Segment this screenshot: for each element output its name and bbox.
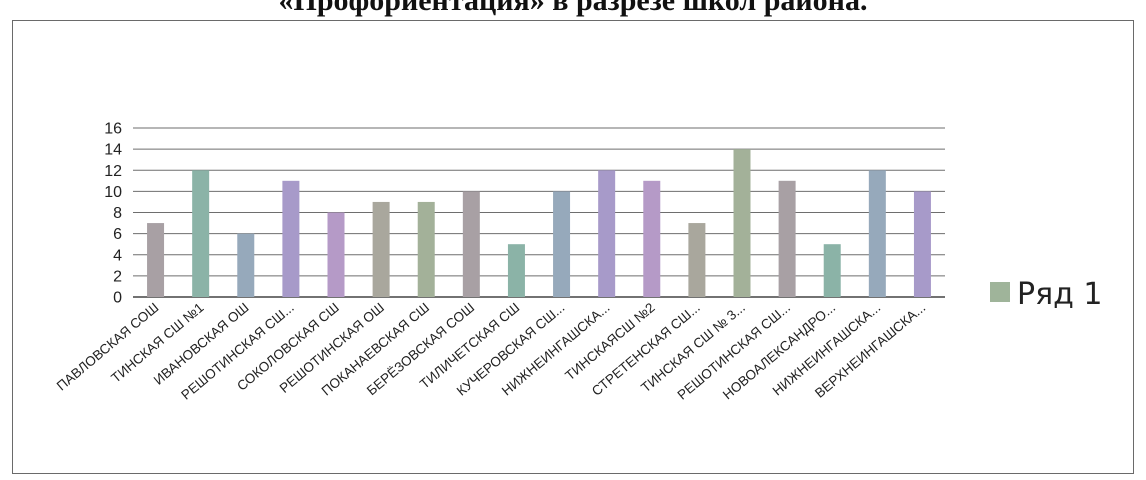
y-tick-label: 0 bbox=[113, 290, 122, 307]
bar bbox=[147, 223, 165, 297]
bars bbox=[147, 149, 931, 297]
y-tick-label: 14 bbox=[104, 142, 122, 159]
y-tick-label: 4 bbox=[113, 247, 122, 264]
chart-frame bbox=[12, 20, 1134, 474]
bar bbox=[282, 180, 300, 297]
bar bbox=[823, 244, 841, 297]
bar bbox=[553, 191, 571, 297]
y-tick-label: 12 bbox=[104, 163, 122, 180]
bar bbox=[913, 191, 931, 297]
y-axis-ticks: 0 2 4 6 8 10 12 14 16 bbox=[104, 121, 122, 307]
bar bbox=[643, 180, 661, 297]
chart-title: «Профориентация» в разрезе школ района. bbox=[278, 0, 868, 17]
bar bbox=[688, 223, 706, 297]
legend: Ряд 1 bbox=[990, 277, 1103, 312]
bar bbox=[372, 201, 390, 297]
bar bbox=[778, 180, 796, 297]
bar bbox=[868, 170, 886, 297]
bar bbox=[417, 201, 435, 297]
bar bbox=[462, 191, 480, 297]
legend-swatch bbox=[990, 282, 1010, 302]
bar bbox=[327, 212, 345, 297]
y-tick-label: 8 bbox=[113, 205, 122, 222]
bar bbox=[237, 233, 255, 297]
y-tick-label: 10 bbox=[104, 184, 122, 201]
bar bbox=[507, 244, 525, 297]
y-tick-label: 2 bbox=[113, 268, 122, 285]
bar bbox=[733, 149, 751, 297]
y-tick-label: 16 bbox=[104, 121, 122, 138]
gridlines bbox=[133, 127, 945, 298]
bar bbox=[598, 170, 616, 297]
legend-label: Ряд 1 bbox=[1017, 277, 1103, 312]
bar bbox=[192, 170, 210, 297]
y-tick-label: 6 bbox=[113, 226, 122, 243]
